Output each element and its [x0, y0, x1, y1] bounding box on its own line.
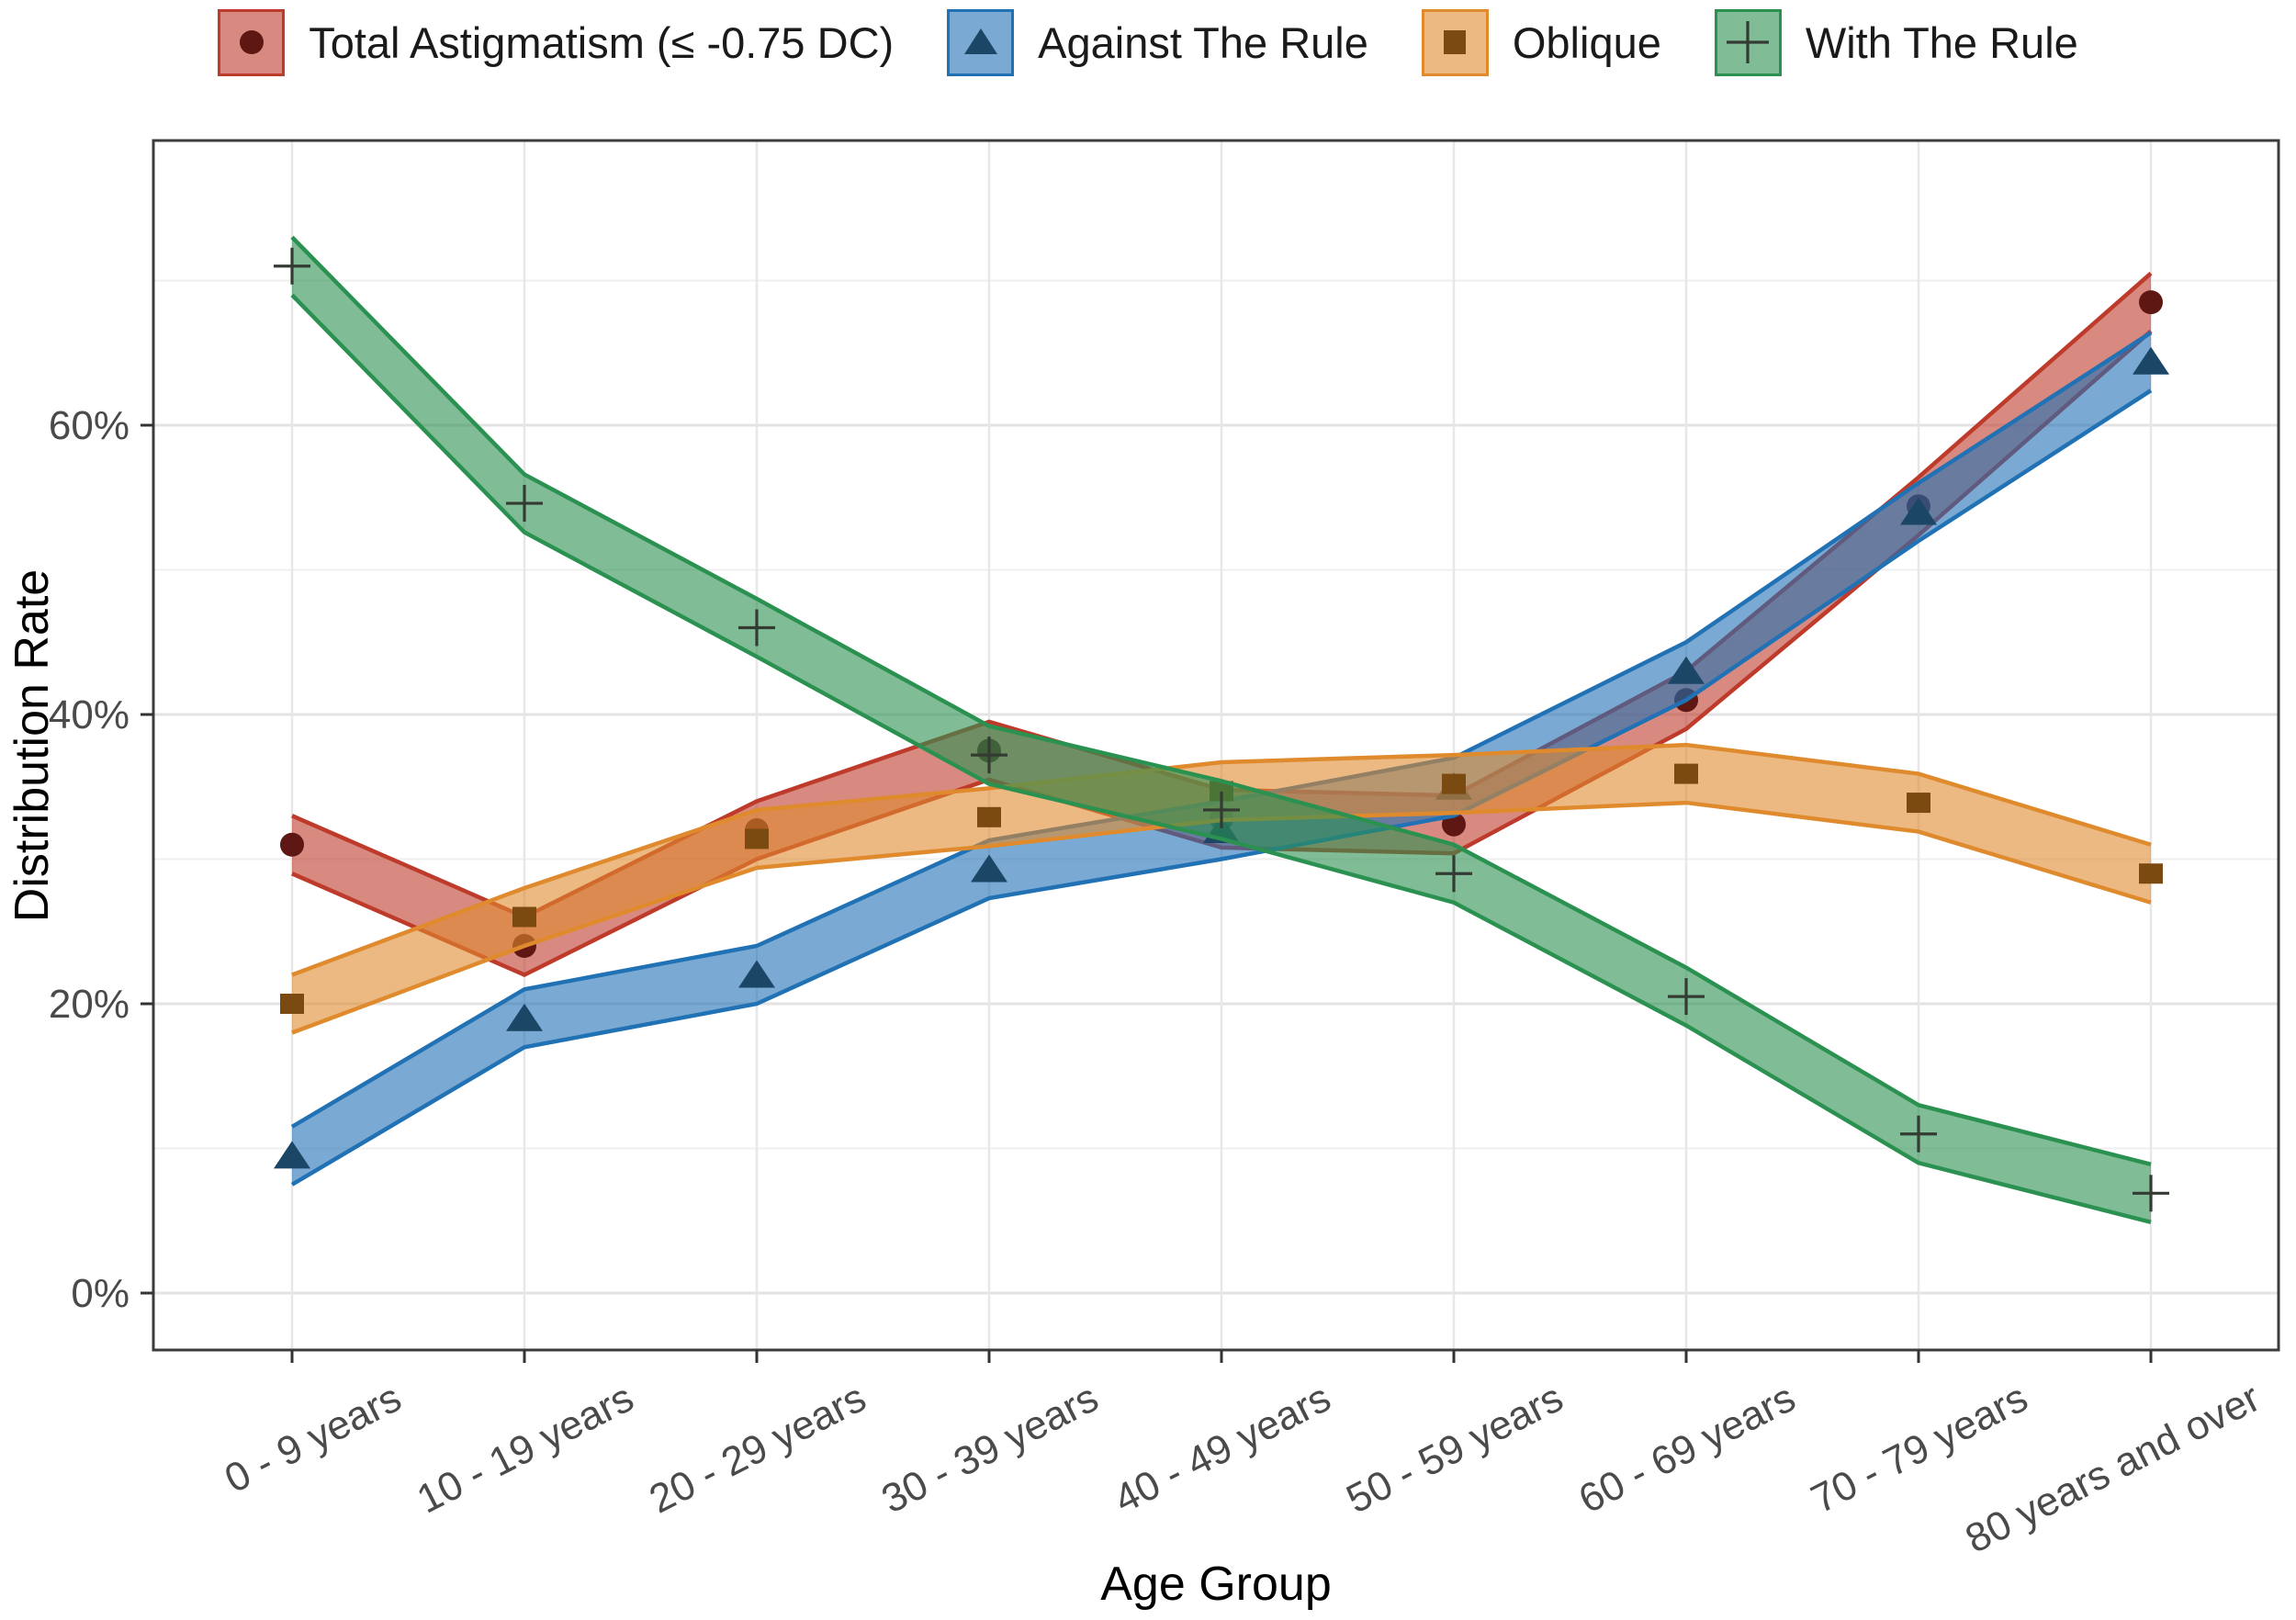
plus-marker-icon	[1727, 21, 1770, 63]
circle-marker-icon	[239, 30, 264, 54]
y-tick-label: 20%	[49, 982, 129, 1027]
legend-label: Against The Rule	[1038, 17, 1368, 67]
legend-key	[1714, 8, 1782, 76]
x-tick-label: 50 - 59 years	[1339, 1375, 1570, 1522]
legend-label: With The Rule	[1805, 17, 2078, 67]
data-point-marker	[274, 1141, 310, 1169]
data-point-marker	[1668, 656, 1705, 684]
data-point-marker	[738, 960, 775, 988]
data-point-marker	[1442, 773, 1466, 794]
x-tick-label: 10 - 19 years	[410, 1375, 640, 1522]
triangle-marker-icon	[963, 28, 997, 54]
x-tick-label: 60 - 69 years	[1571, 1375, 1802, 1522]
triangle-marker-icon	[963, 28, 997, 54]
y-tick-label: 0%	[71, 1271, 129, 1316]
data-point-marker	[280, 832, 304, 857]
legend-item-3: With The Rule	[1714, 8, 2078, 76]
y-tick-label: 40%	[49, 692, 129, 737]
data-point-marker	[506, 1003, 543, 1031]
legend-item-1: Against The Rule	[947, 8, 1368, 76]
panel-frame-layer	[152, 139, 2280, 1352]
legend-item-0: Total Astigmatism (≤ -0.75 DC)	[218, 8, 895, 76]
x-tick-label: 40 - 49 years	[1107, 1375, 1337, 1522]
data-point-marker	[512, 906, 536, 928]
data-point-marker	[1900, 497, 1937, 525]
y-tick-label: 60%	[49, 403, 129, 448]
band-lower-edge	[290, 388, 2153, 1187]
x-tick-label: 20 - 29 years	[642, 1375, 872, 1522]
chart-legend: Total Astigmatism (≤ -0.75 DC) Against Th…	[0, 2, 2296, 83]
series-layer	[274, 235, 2169, 1225]
legend-label: Total Astigmatism (≤ -0.75 DC)	[309, 17, 895, 67]
panel-border	[152, 139, 2280, 1352]
data-point-marker	[977, 806, 1001, 827]
band-upper-edge	[290, 235, 2152, 1167]
data-point-marker	[971, 854, 1007, 883]
legend-item-2: Oblique	[1421, 8, 1661, 76]
band-lower-edge	[290, 293, 2152, 1225]
legend-key	[1421, 8, 1489, 76]
legend-key	[947, 8, 1015, 76]
data-point-marker	[2139, 290, 2163, 315]
data-point-marker	[745, 828, 769, 849]
legend-label: Oblique	[1512, 17, 1661, 67]
data-point-marker	[1674, 763, 1698, 784]
data-point-marker	[2133, 346, 2169, 375]
y-axis-title: Distribution Rate	[6, 569, 59, 922]
data-point-marker	[2139, 863, 2163, 884]
series-band-3	[292, 237, 2151, 1222]
series-band-2	[292, 745, 2151, 1033]
data-point-marker	[1907, 793, 1930, 814]
band-upper-edge	[291, 742, 2152, 977]
x-tick-label: 30 - 39 years	[874, 1375, 1105, 1522]
x-tick-label: 0 - 9 years	[218, 1375, 408, 1502]
legend-key	[218, 8, 286, 76]
data-point-marker	[280, 994, 304, 1014]
x-axis-title: Age Group	[1100, 1558, 1332, 1611]
square-marker-icon	[1444, 30, 1467, 54]
square-marker-icon	[1444, 30, 1467, 54]
circle-marker-icon	[239, 30, 264, 54]
